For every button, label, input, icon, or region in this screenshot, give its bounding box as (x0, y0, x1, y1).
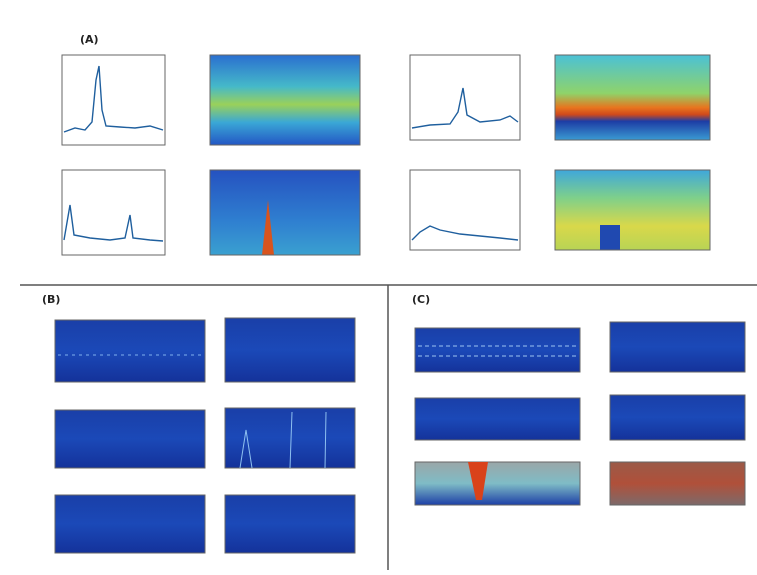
line-plot (62, 170, 165, 255)
spectrogram (225, 495, 355, 553)
figure: (A) (B) (C) (0, 0, 757, 575)
spectrogram (55, 320, 205, 382)
spectrogram (555, 55, 710, 140)
spectrogram (610, 462, 745, 505)
spectrogram (610, 395, 745, 440)
line-plot (62, 55, 165, 145)
spectrogram (210, 55, 360, 145)
panel-label: (B) (42, 293, 60, 306)
spectrogram (225, 318, 355, 382)
patch (600, 225, 620, 250)
panel-label: (C) (412, 293, 430, 306)
spectrogram (555, 170, 710, 250)
spectrogram (55, 495, 205, 553)
spectrogram (415, 328, 580, 372)
panel-a (62, 55, 710, 255)
spectrogram (610, 322, 745, 372)
panel-c (415, 322, 745, 505)
spectrogram (55, 410, 205, 468)
panel-label: (A) (80, 33, 99, 46)
spectrogram (415, 462, 580, 505)
spectrogram (210, 170, 360, 255)
spectrogram (415, 398, 580, 440)
panel-b (55, 318, 355, 553)
